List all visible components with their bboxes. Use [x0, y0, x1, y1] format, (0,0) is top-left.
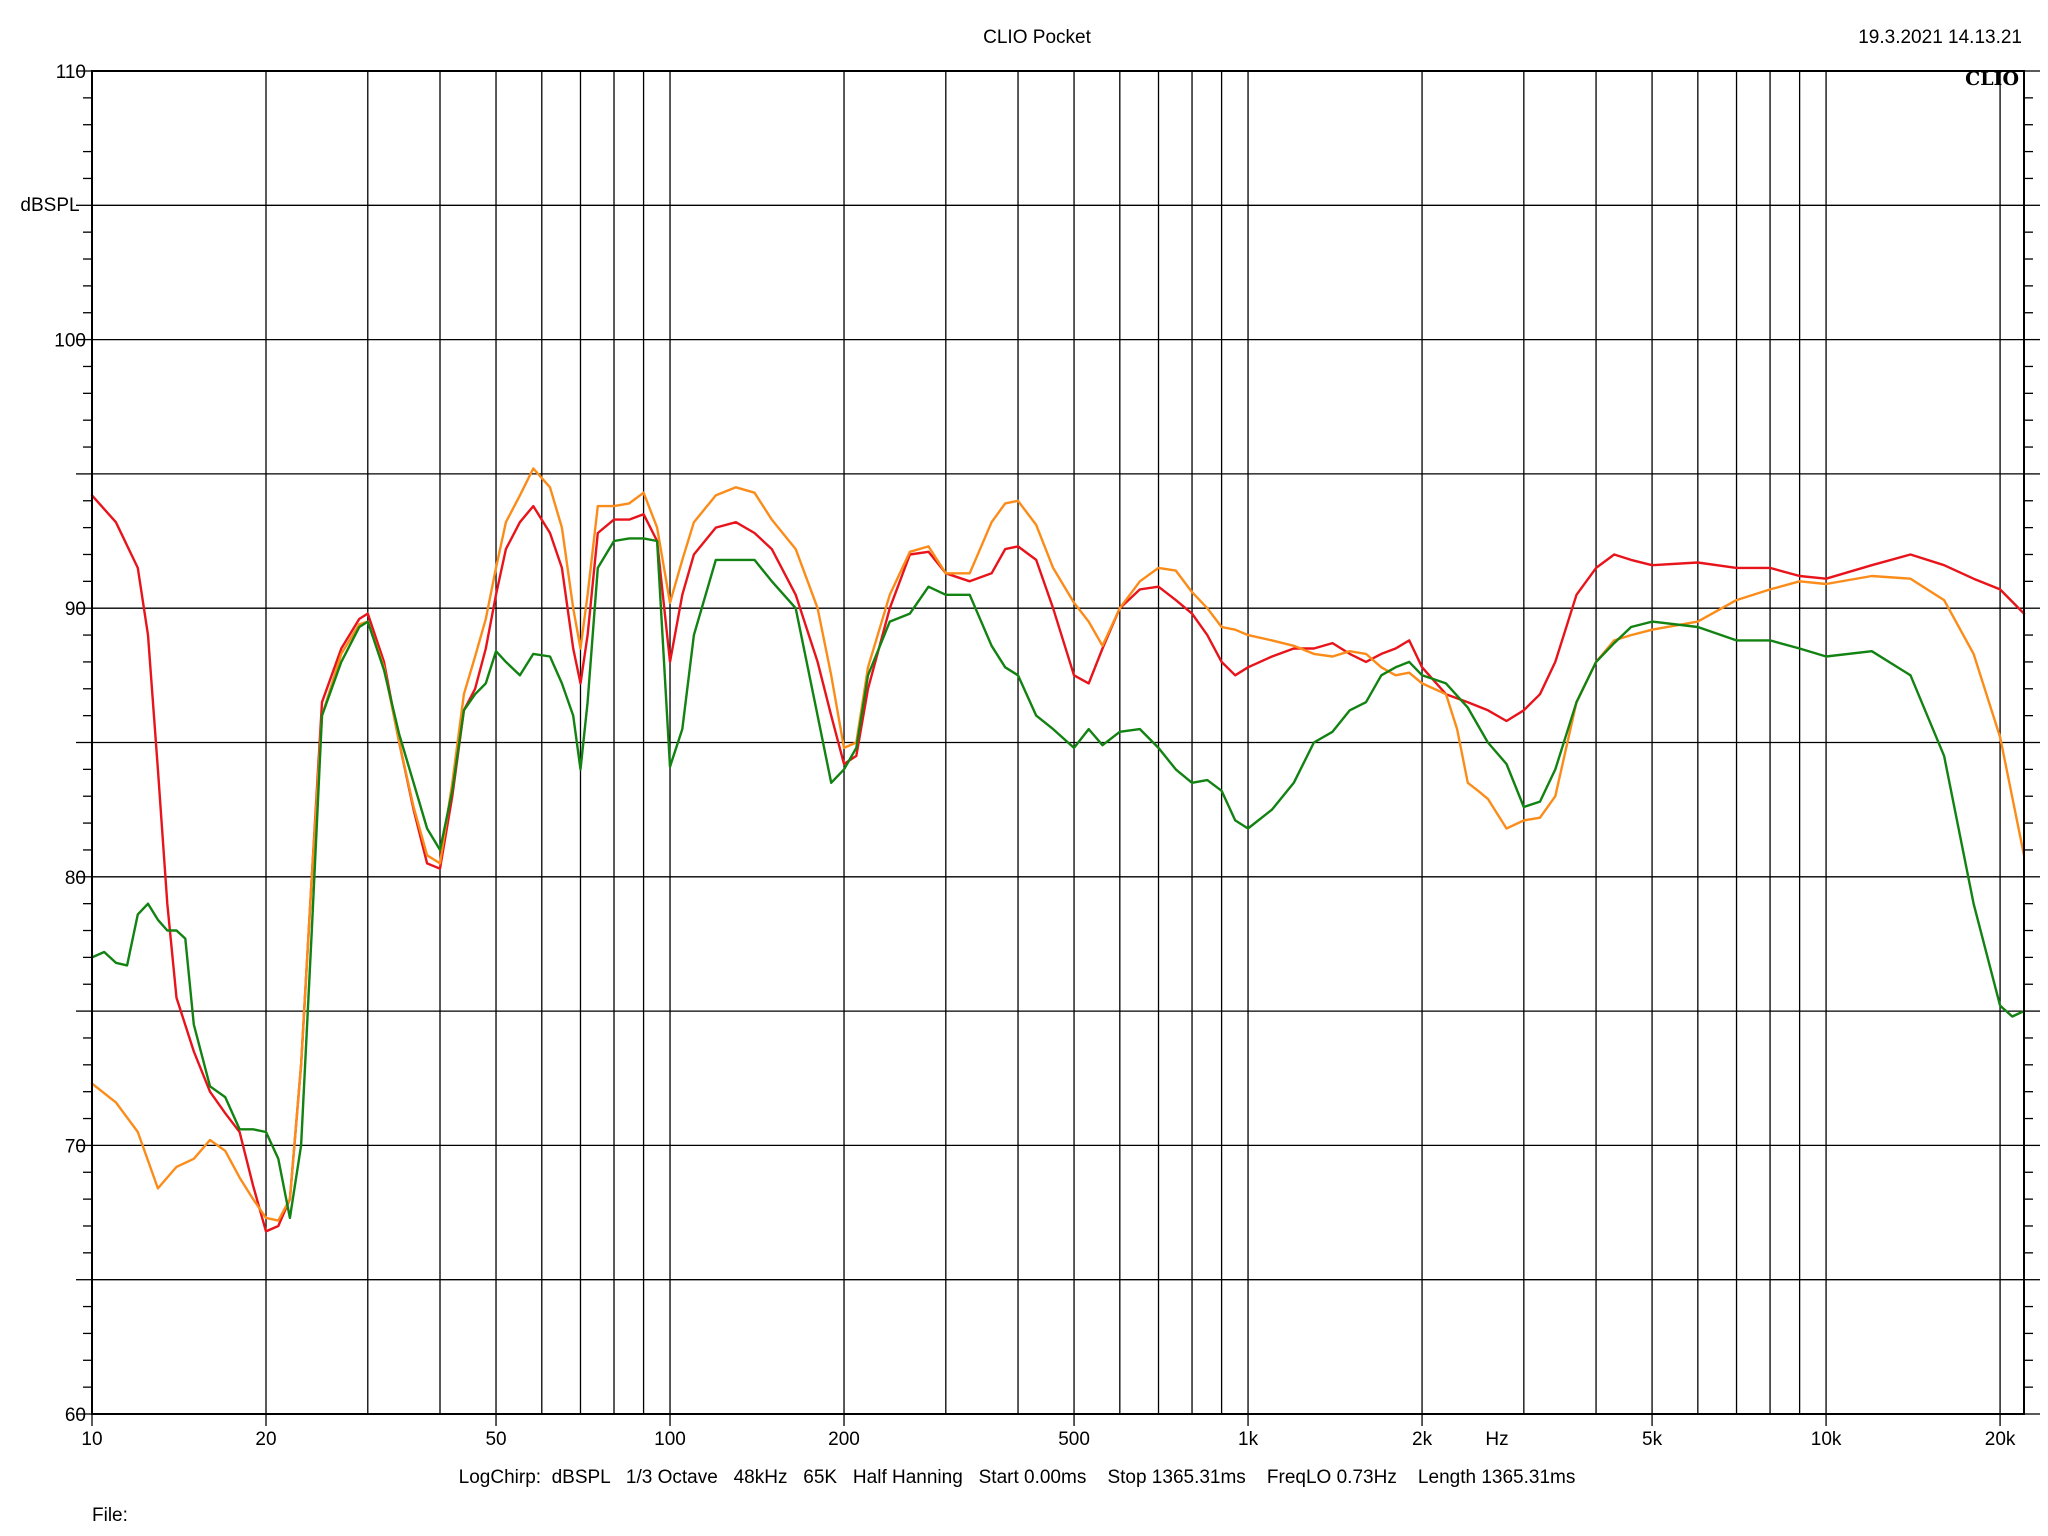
- series-line-1: [90, 494, 2026, 1233]
- x-tick-label: 20: [255, 1429, 276, 1450]
- x-tick-label: 500: [1058, 1429, 1090, 1450]
- x-tick-label: 1k: [1238, 1429, 1259, 1450]
- x-axis-label: Hz: [1485, 1429, 1508, 1450]
- axis-ticks: 60 70 80 90 100 110 10 20 50 100 200 500 1k 2k 5k 10k 20…: [54, 62, 2040, 1450]
- y-axis-label: dBSPL: [20, 195, 79, 216]
- y-tick-label: 90: [65, 599, 86, 620]
- file-label: File:: [92, 1505, 128, 1526]
- x-tick-label: 5k: [1642, 1429, 1663, 1450]
- y-tick-label: 60: [65, 1405, 86, 1426]
- x-tick-label: 10: [81, 1429, 102, 1450]
- measurement-settings: LogChirp: dBSPL 1/3 Octave 48kHz 65K Hal…: [459, 1467, 1576, 1488]
- y-tick-label: 110: [56, 62, 86, 83]
- chart-title: CLIO Pocket: [983, 27, 1091, 48]
- y-tick-label: 70: [65, 1136, 86, 1157]
- x-tick-label: 200: [828, 1429, 860, 1450]
- series-line-3: [90, 537, 2026, 1220]
- x-tick-label: 10k: [1811, 1429, 1842, 1450]
- y-tick-label: 80: [65, 868, 86, 889]
- series-group: [90, 467, 2026, 1233]
- clio-logo: CLIO: [1965, 68, 2019, 90]
- timestamp: 19.3.2021 14.13.21: [1858, 27, 2022, 48]
- x-tick-label: 2k: [1412, 1429, 1433, 1450]
- y-tick-label: 100: [54, 331, 86, 352]
- x-tick-label: 50: [485, 1429, 506, 1450]
- x-tick-label: 100: [654, 1429, 686, 1450]
- grid: [92, 71, 2024, 1414]
- x-tick-label: 20k: [1985, 1429, 2016, 1450]
